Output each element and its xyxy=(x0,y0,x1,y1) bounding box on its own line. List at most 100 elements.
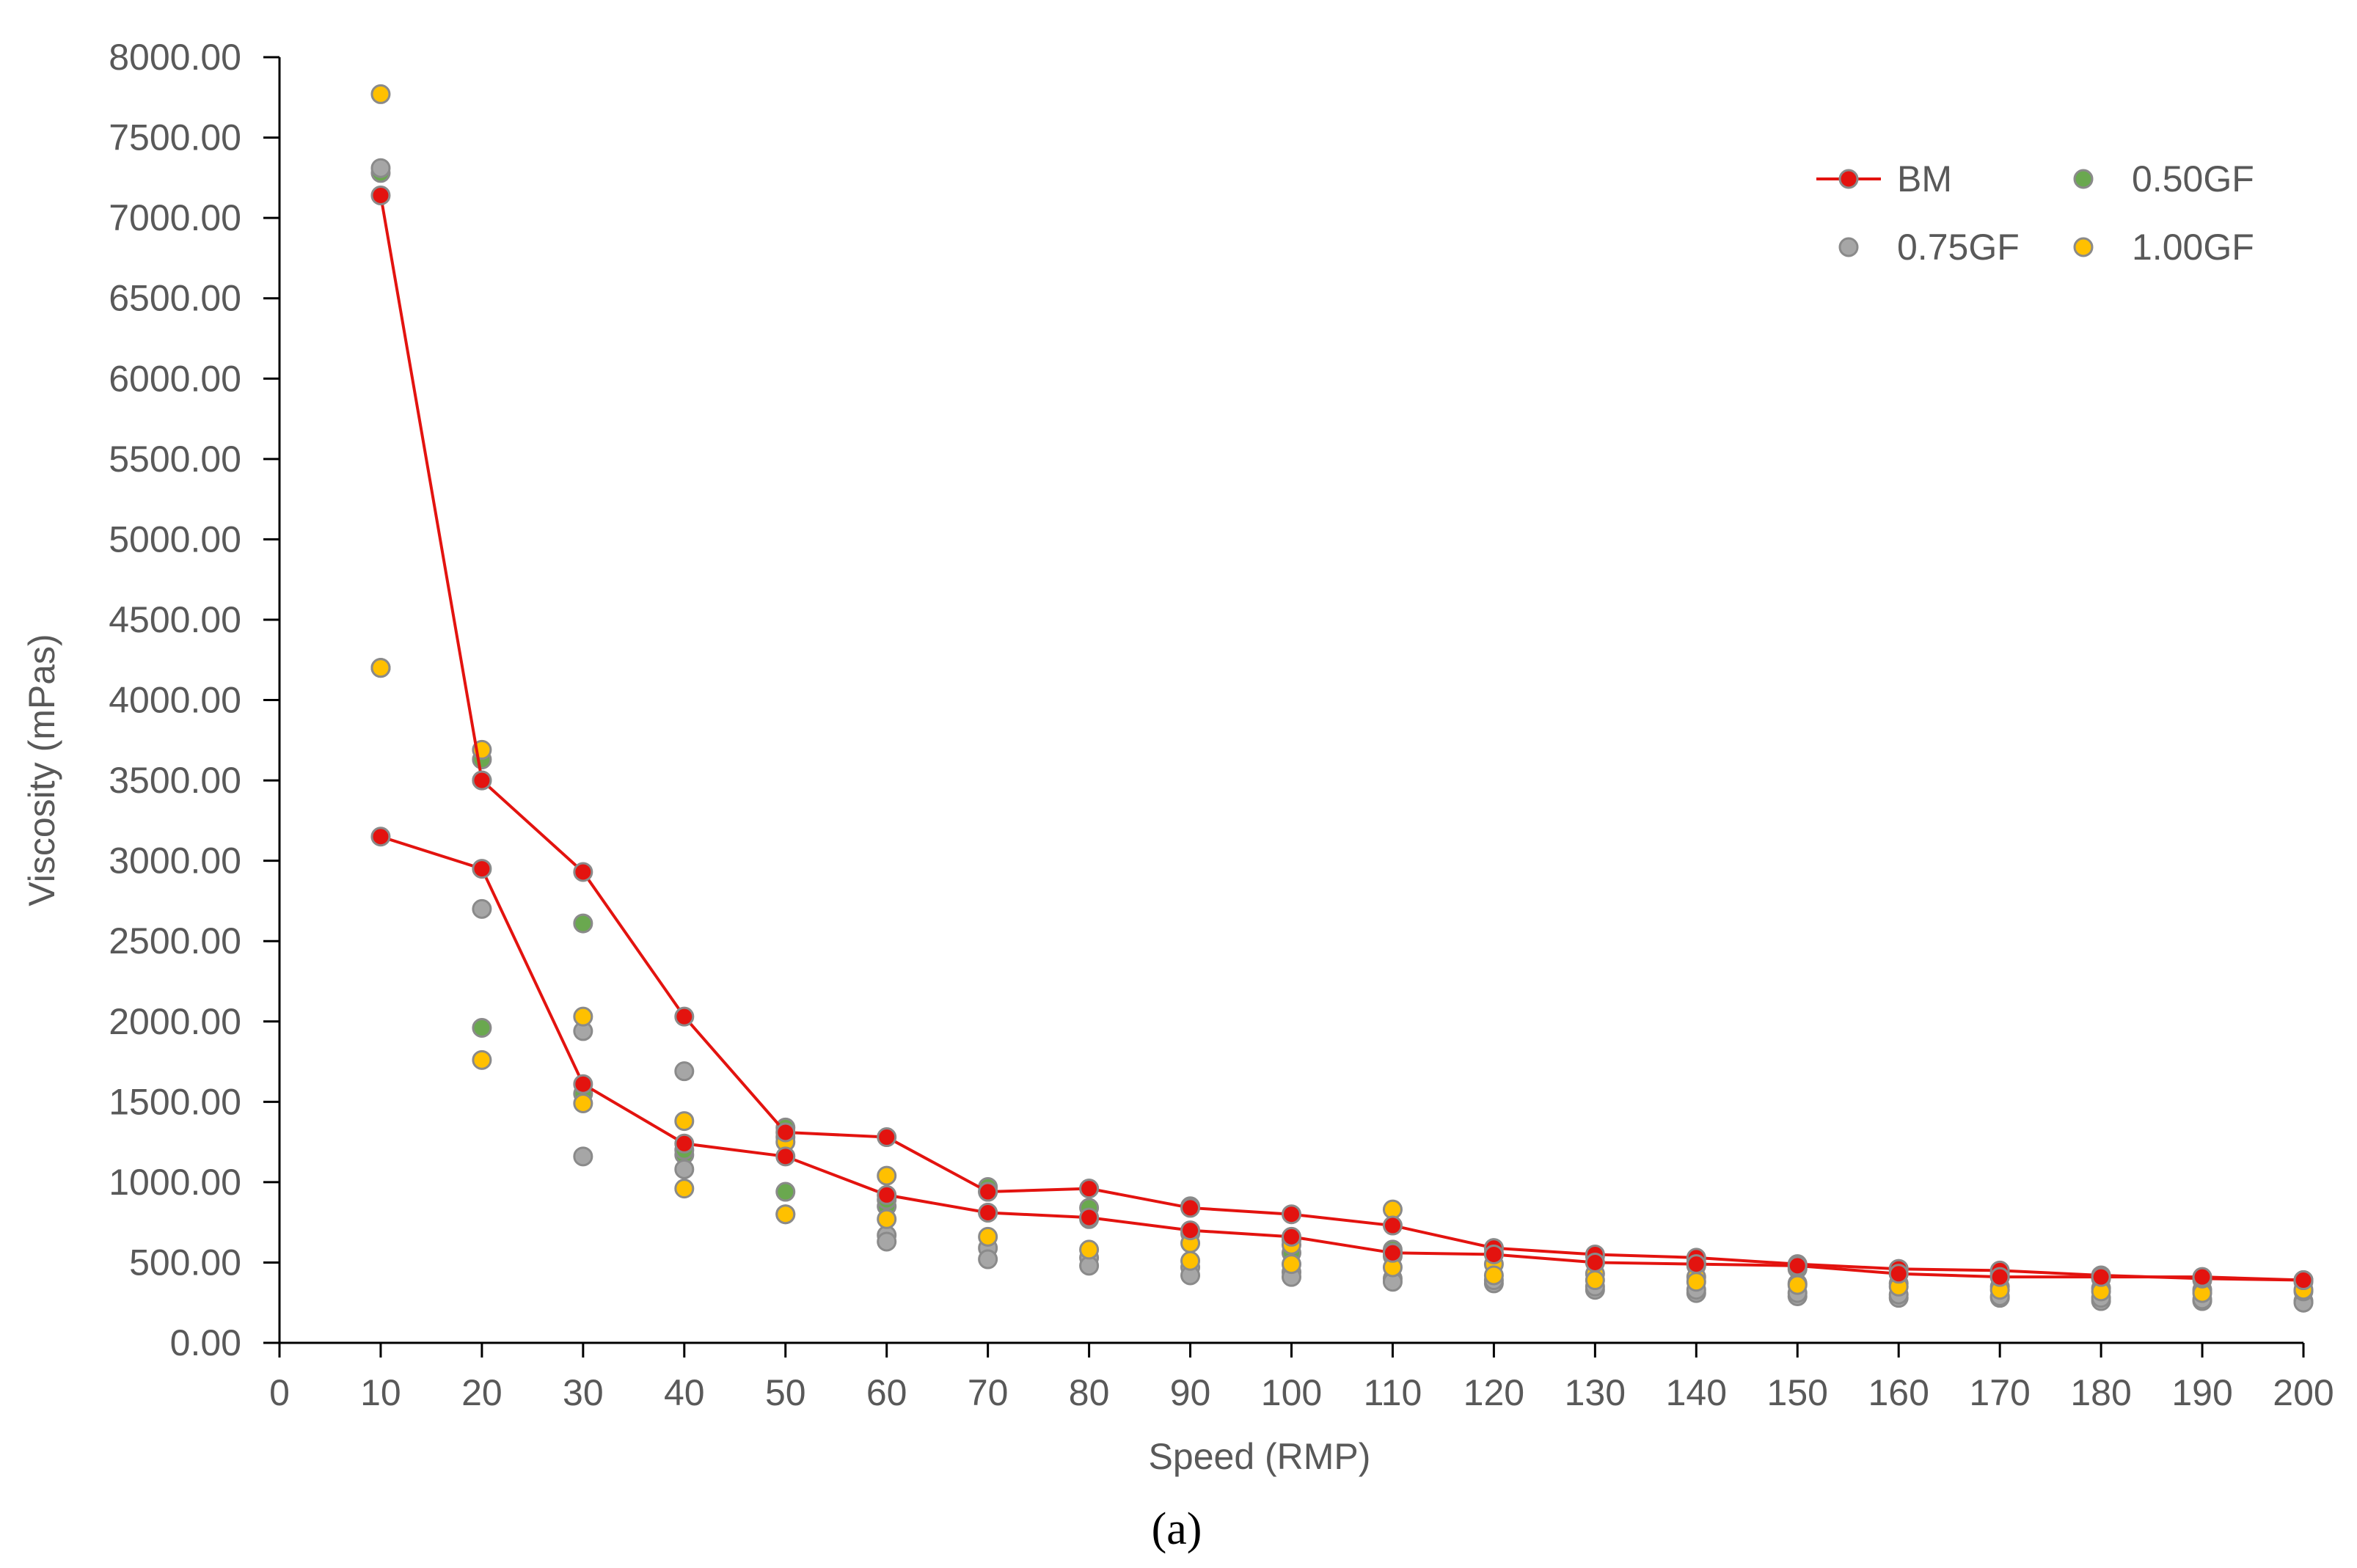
data-point-bm xyxy=(2091,1267,2111,1287)
data-point-bm xyxy=(1483,1244,1504,1264)
data-point-bm xyxy=(1989,1267,2010,1287)
x-tick-label: 60 xyxy=(866,1372,907,1413)
y-tick-label: 8000.00 xyxy=(109,37,241,78)
data-point-bm xyxy=(978,1182,998,1202)
legend-item-1-00gf: 1.00GF xyxy=(2073,227,2254,268)
x-axis-title: Speed (RMP) xyxy=(1149,1436,1371,1477)
data-point-0-50gf xyxy=(573,913,593,934)
data-point-1-00gf xyxy=(1686,1272,1706,1292)
data-point-bm xyxy=(674,1133,695,1154)
x-tick-label: 30 xyxy=(563,1372,604,1413)
series-bm xyxy=(370,827,2314,1291)
data-point-1-00gf xyxy=(674,1179,695,1199)
y-tick-label: 6500.00 xyxy=(109,278,241,319)
y-tick-label: 1500.00 xyxy=(109,1081,241,1122)
x-tick-label: 40 xyxy=(664,1372,705,1413)
y-tick-label: 7000.00 xyxy=(109,197,241,238)
y-tick-label: 2500.00 xyxy=(109,920,241,961)
y-tick-label: 1000.00 xyxy=(109,1162,241,1203)
legend-label: 0.75GF xyxy=(1897,227,2020,268)
data-point-1-00gf xyxy=(1483,1265,1504,1286)
data-point-1-00gf xyxy=(573,1093,593,1114)
data-point-bm xyxy=(1282,1204,1301,1225)
x-tick-label: 140 xyxy=(1666,1372,1727,1413)
data-point-1-00gf xyxy=(1382,1199,1403,1220)
data-point-bm xyxy=(775,1122,796,1143)
data-point-bm xyxy=(1382,1215,1403,1236)
data-point-bm xyxy=(573,862,593,882)
data-point-1-00gf xyxy=(877,1165,897,1186)
y-axis-title: Viscosity (mPas) xyxy=(21,634,62,906)
y-tick-label: 3500.00 xyxy=(109,760,241,801)
data-point-bm xyxy=(472,770,492,791)
y-axis-ticks: 0.00 500.00 1000.00 1500.00 2000.00 2500.00 30… xyxy=(109,37,279,1363)
data-point-bm xyxy=(1382,1242,1403,1263)
x-tick-label: 160 xyxy=(1868,1372,1929,1413)
y-tick-label: 7500.00 xyxy=(109,117,241,158)
legend-item-0-75gf: 0.75GF xyxy=(1838,227,2020,268)
series-line-bm xyxy=(379,195,2304,1282)
data-point-1-00gf xyxy=(370,658,391,678)
y-tick-label: 4500.00 xyxy=(109,599,241,640)
y-tick-label: 6000.00 xyxy=(109,358,241,399)
x-tick-label: 190 xyxy=(2171,1372,2232,1413)
data-point-1-00gf xyxy=(573,1006,593,1027)
legend-label: 1.00GF xyxy=(2132,227,2254,268)
series-1-00gf xyxy=(370,84,2314,1303)
data-point-bm xyxy=(370,827,391,847)
data-point-bm xyxy=(1079,1179,1100,1199)
series-bm xyxy=(370,185,2314,1291)
data-point-bm xyxy=(1585,1252,1605,1272)
data-point-0-75gf xyxy=(674,1061,695,1082)
y-tick-label: 4000.00 xyxy=(109,680,241,721)
data-point-1-00gf xyxy=(1180,1250,1201,1271)
legend: BM 0.50GF 0.75GF 1.00GF xyxy=(1816,158,2254,268)
data-point-bm xyxy=(2293,1270,2314,1291)
data-point-1-00gf xyxy=(1079,1239,1100,1260)
data-point-bm xyxy=(1787,1256,1808,1276)
legend-marker xyxy=(1838,237,1859,257)
y-tick-label: 500.00 xyxy=(129,1242,241,1283)
data-point-1-00gf xyxy=(978,1226,998,1247)
data-series xyxy=(370,84,2314,1313)
data-point-0-50gf xyxy=(472,1018,492,1038)
data-point-bm xyxy=(1180,1198,1201,1218)
series-0-50gf xyxy=(370,163,2314,1292)
legend-marker xyxy=(2073,169,2094,189)
data-point-1-00gf xyxy=(877,1209,897,1229)
x-tick-label: 150 xyxy=(1767,1372,1828,1413)
data-point-bm xyxy=(1180,1220,1201,1241)
data-point-1-00gf xyxy=(674,1111,695,1132)
data-point-bm xyxy=(370,185,391,205)
data-point-bm xyxy=(877,1184,897,1205)
x-tick-label: 100 xyxy=(1261,1372,1322,1413)
legend-label: BM xyxy=(1897,158,1952,199)
legend-marker xyxy=(2073,237,2094,257)
data-point-0-75gf xyxy=(978,1249,998,1270)
x-tick-label: 170 xyxy=(1969,1372,2030,1413)
data-point-0-75gf xyxy=(877,1231,897,1252)
series-0-75gf xyxy=(370,158,2314,1313)
y-tick-label: 5500.00 xyxy=(109,439,241,480)
y-tick-label: 0.00 xyxy=(170,1322,241,1363)
data-point-1-00gf xyxy=(1585,1270,1605,1291)
data-point-0-75gf xyxy=(573,1146,593,1167)
x-tick-label: 50 xyxy=(765,1372,806,1413)
data-point-1-00gf xyxy=(1787,1275,1808,1295)
data-point-bm xyxy=(2192,1267,2212,1287)
x-tick-label: 20 xyxy=(461,1372,503,1413)
y-tick-label: 2000.00 xyxy=(109,1001,241,1042)
x-tick-label: 80 xyxy=(1069,1372,1110,1413)
data-point-1-00gf xyxy=(472,1049,492,1070)
legend-item-0-50gf: 0.50GF xyxy=(2073,158,2254,199)
x-tick-label: 90 xyxy=(1170,1372,1211,1413)
data-point-bm xyxy=(1079,1207,1100,1228)
series-line-bm xyxy=(380,835,2304,1282)
data-point-bm xyxy=(1686,1254,1706,1275)
x-tick-label: 10 xyxy=(360,1372,401,1413)
x-tick-label: 70 xyxy=(968,1372,1009,1413)
x-tick-label: 130 xyxy=(1565,1372,1626,1413)
data-point-bm xyxy=(1282,1226,1301,1247)
x-axis-ticks: 0 10 20 30 40 50 60 70 80 90 100 110 120 130 140 150 160… xyxy=(269,1343,2334,1413)
